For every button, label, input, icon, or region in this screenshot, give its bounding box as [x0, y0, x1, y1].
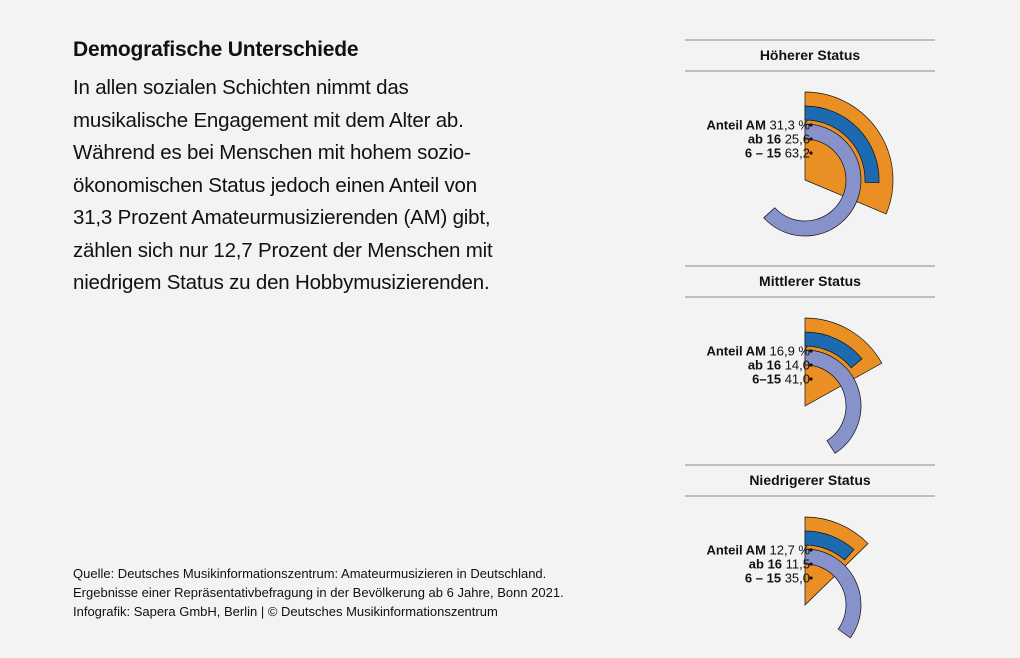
series-name: ab 16 — [749, 557, 786, 572]
intro-line: In allen sozialen Schichten nimmt das — [73, 76, 409, 99]
ab-16-label: ab 16 14,0 — [748, 358, 810, 373]
age-6-15-dot — [809, 576, 813, 580]
series-name: Anteil AM — [706, 543, 769, 558]
age-6-15-dot — [809, 151, 813, 155]
age-6-15-arc — [763, 123, 862, 237]
series-value: 12,7 % — [770, 543, 811, 558]
age-6-15-label: 6–15 41,0 — [752, 372, 810, 387]
series-name: Anteil AM — [706, 344, 769, 359]
anteil-am-label: Anteil AM 12,7 % — [706, 543, 810, 558]
series-name: 6 – 15 — [745, 571, 785, 586]
anteil-am-dot — [809, 548, 813, 552]
ab-16-arc — [804, 331, 863, 369]
intro-line: musikalische Engagement mit dem Alter ab… — [73, 108, 464, 132]
series-value: 11,5 — [786, 557, 810, 572]
anteil-am-label: Anteil AM 31,3 % — [706, 118, 810, 133]
anteil-am-label: Anteil AM 16,9 % — [706, 344, 810, 359]
source-line: Infografik: Sapera GmbH, Berlin | © Deut… — [73, 604, 498, 619]
intro-block: Demografische Unterschiede In allen sozi… — [73, 38, 633, 300]
age-6-15-label: 6 – 15 63,2 — [745, 146, 810, 161]
series-value: 41,0 — [785, 372, 810, 387]
anteil-am-dot — [809, 123, 813, 127]
ab-16-dot — [809, 562, 813, 566]
chart-title: Mittlerer Status — [759, 273, 861, 289]
series-value: 14,0 — [785, 358, 810, 373]
series-name: ab 16 — [748, 358, 785, 373]
intro-line: ökonomischen Status jedoch einen Anteil … — [73, 173, 477, 197]
radial-chart: Höherer Status Anteil AM 31,3 %ab 16 25,6… — [685, 39, 935, 237]
chart-title: Niedrigerer Status — [749, 472, 871, 488]
ab-16-dot — [809, 137, 813, 141]
intro-paragraph: In allen sozialen Schichten nimmt das mu… — [73, 72, 633, 300]
intro-line: Während es bei Menschen mit hohem sozio- — [73, 141, 471, 164]
series-value: 25,6 — [785, 132, 810, 147]
radial-chart: Niedrigerer Status Anteil AM 12,7 %ab 16 … — [685, 464, 935, 639]
age-6-15-arc — [804, 349, 862, 454]
radial-chart: Mittlerer Status Anteil AM 16,9 %ab 16 14… — [685, 265, 935, 454]
series-name: 6–15 — [752, 372, 785, 387]
source-line: Quelle: Deutsches Musikinformationszentr… — [73, 566, 547, 581]
source-note: Quelle: Deutsches Musikinformationszentr… — [73, 564, 673, 621]
source-line: Ergebnisse einer Repräsentativbefragung … — [73, 585, 564, 600]
series-value: 31,3 % — [770, 118, 811, 133]
page-title: Demografische Unterschiede — [73, 38, 359, 61]
ab-16-label: ab 16 25,6 — [748, 132, 810, 147]
chart-title: Höherer Status — [760, 47, 861, 63]
series-value: 63,2 — [785, 146, 810, 161]
ab-16-arc — [804, 530, 855, 561]
series-name: ab 16 — [748, 132, 785, 147]
age-6-15-label: 6 – 15 35,0 — [745, 571, 810, 586]
intro-line: niedrigem Status zu den Hobbymusizierend… — [73, 271, 490, 294]
series-name: Anteil AM — [706, 118, 769, 133]
anteil-am-dot — [809, 349, 813, 353]
intro-line: 31,3 Prozent Amateurmusizierenden (AM) g… — [73, 206, 491, 229]
series-value: 16,9 % — [770, 344, 811, 359]
ab-16-dot — [809, 363, 813, 367]
series-value: 35,0 — [785, 571, 810, 586]
ab-16-arc — [804, 105, 880, 184]
intro-line: zählen sich nur 12,7 Prozent der Mensche… — [73, 238, 493, 262]
series-name: 6 – 15 — [745, 146, 785, 161]
age-6-15-dot — [809, 377, 813, 381]
age-6-15-arc — [804, 548, 862, 639]
ab-16-label: ab 16 11,5 — [749, 557, 810, 572]
